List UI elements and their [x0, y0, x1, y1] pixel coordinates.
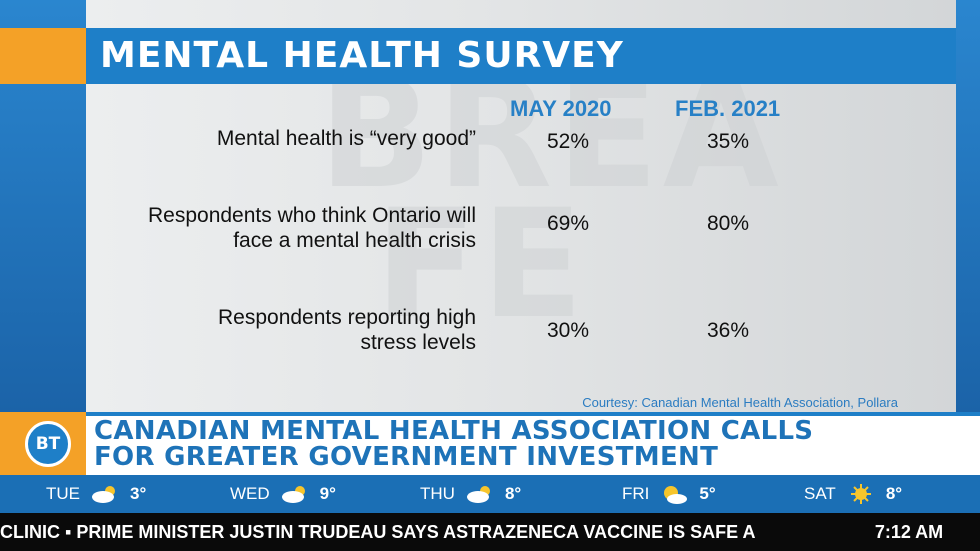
- weather-day-label: TUE: [46, 484, 80, 503]
- title-bar: MENTAL HEALTH SURVEY: [86, 28, 956, 84]
- weather-day-fri: FRI 5°: [622, 475, 716, 513]
- weather-day-tue: TUE 3°: [46, 475, 146, 513]
- cell-feb-stress: 36%: [707, 319, 750, 342]
- weather-temp: 8°: [504, 484, 522, 503]
- ticker-text: CLINIC ▪ PRIME MINISTER JUSTIN TRUDEAU S…: [0, 522, 756, 542]
- weather-day-label: WED: [230, 484, 270, 503]
- cloud-sun-icon: [280, 484, 310, 504]
- cell-feb-very-good: 35%: [707, 130, 750, 153]
- weather-day-thu: THU 8°: [420, 475, 521, 513]
- sun-icon: [846, 484, 876, 504]
- watermark: BREA FE: [318, 48, 783, 352]
- lower-third: BT CANADIAN MENTAL HEALTH ASSOCIATION CA…: [0, 412, 980, 475]
- cell-may-stress: 30%: [547, 319, 590, 342]
- orange-accent: [0, 28, 86, 84]
- weather-day-label: SAT: [804, 484, 836, 503]
- right-blue-band: [956, 0, 980, 412]
- sun-cloud-icon: [659, 484, 689, 504]
- weather-day-label: FRI: [622, 484, 650, 503]
- cloud-sun-icon: [465, 484, 495, 504]
- weather-temp: 5°: [699, 484, 716, 503]
- headline: CANADIAN MENTAL HEALTH ASSOCIATION CALLS…: [94, 418, 813, 470]
- headline-line-1: CANADIAN MENTAL HEALTH ASSOCIATION CALLS: [94, 416, 814, 446]
- weather-day-label: THU: [420, 484, 455, 503]
- headline-line-2: FOR GREATER GOVERNMENT INVESTMENT: [94, 442, 719, 472]
- bt-logo-box: BT: [0, 412, 86, 475]
- weather-temp: 9°: [319, 484, 336, 503]
- weather-temp: 8°: [885, 484, 903, 503]
- weather-bar: TUE 3° WED 9° THU 8° FRI 5° SAT 8°: [0, 475, 980, 513]
- row-label-stress: Respondents reporting high stress levels: [217, 306, 476, 354]
- column-header-may-2020: MAY 2020: [510, 96, 612, 121]
- column-header-feb-2021: FEB. 2021: [675, 96, 781, 121]
- weather-day-sat: SAT 8°: [804, 475, 902, 513]
- cell-feb-crisis: 80%: [707, 212, 750, 235]
- courtesy-credit: Courtesy: Canadian Mental Health Associa…: [582, 395, 898, 410]
- survey-title: MENTAL HEALTH SURVEY: [100, 35, 624, 76]
- bt-logo: BT: [25, 421, 71, 467]
- left-blue-band: [0, 0, 86, 412]
- weather-temp: 3°: [130, 484, 147, 503]
- weather-day-wed: WED 9°: [230, 475, 336, 513]
- cloud-sun-icon: [90, 484, 120, 504]
- cell-may-very-good: 52%: [547, 130, 590, 153]
- clock: 7:12 AM: [838, 513, 980, 551]
- news-ticker: CLINIC ▪ PRIME MINISTER JUSTIN TRUDEAU S…: [0, 513, 980, 551]
- cell-may-crisis: 69%: [547, 212, 590, 235]
- row-label-crisis: Respondents who think Ontario will face …: [147, 204, 476, 252]
- lower-third-strip: [86, 412, 980, 416]
- row-label-very-good: Mental health is “very good”: [216, 127, 476, 150]
